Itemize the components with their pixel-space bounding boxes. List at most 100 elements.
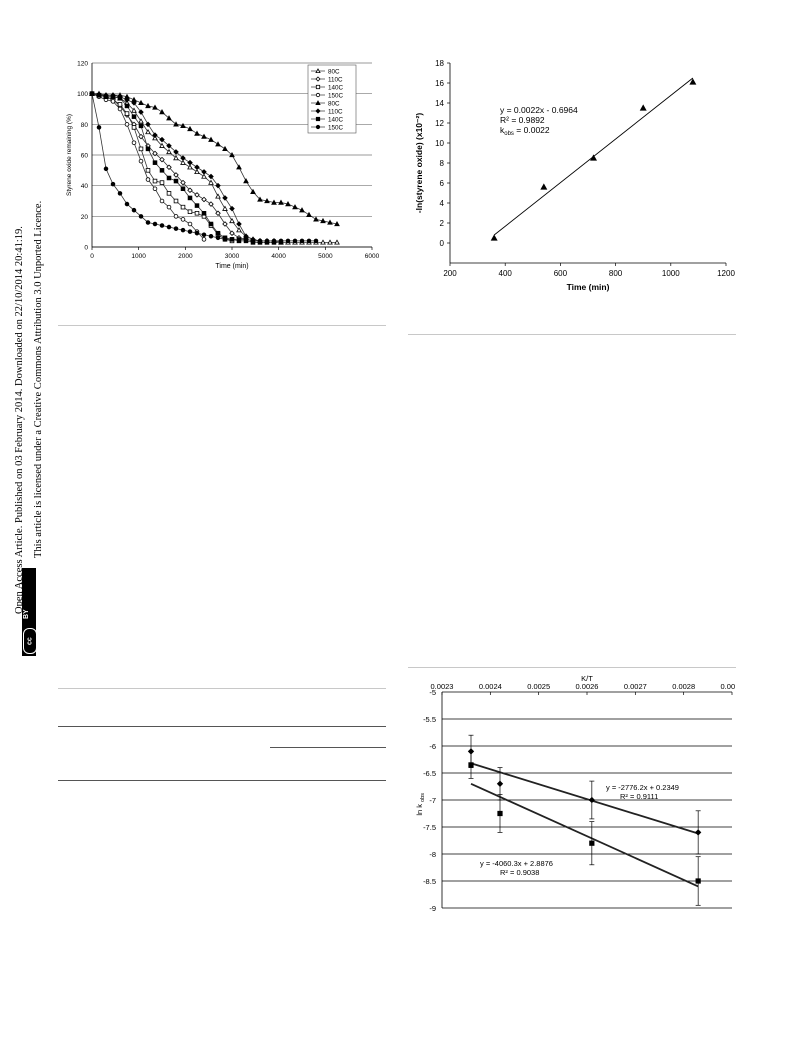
data-point xyxy=(187,195,193,201)
data-point xyxy=(110,181,116,187)
data-point xyxy=(131,100,137,106)
data-point xyxy=(695,878,701,884)
data-point xyxy=(145,146,151,152)
data-point xyxy=(138,123,144,129)
data-point xyxy=(187,159,193,166)
legend-box xyxy=(307,64,357,134)
data-point xyxy=(194,130,200,136)
data-point xyxy=(166,148,172,155)
y-tick-label: 2 xyxy=(440,219,445,228)
data-point xyxy=(131,125,137,130)
data-point xyxy=(639,104,647,111)
data-point xyxy=(215,235,221,241)
data-point xyxy=(138,118,144,124)
y-tick-label: 10 xyxy=(435,139,444,148)
y-tick-label: 100 xyxy=(77,91,88,98)
data-point xyxy=(334,239,340,245)
data-point xyxy=(292,238,298,244)
data-point xyxy=(173,178,179,184)
y-tick-label: -7 xyxy=(429,796,436,805)
data-point xyxy=(215,141,221,147)
data-point xyxy=(257,196,263,202)
data-point xyxy=(590,154,597,161)
data-point xyxy=(257,238,263,244)
table-top-rule xyxy=(58,726,386,727)
data-point xyxy=(159,156,165,163)
legend-swatch-marker xyxy=(315,124,321,130)
data-point xyxy=(208,136,214,142)
data-point xyxy=(201,173,207,179)
y-axis-label: ln k obs xyxy=(415,793,426,816)
data-point xyxy=(313,238,319,244)
data-point xyxy=(264,238,270,244)
data-point xyxy=(334,220,340,227)
data-point xyxy=(222,145,228,152)
data-point xyxy=(145,168,151,173)
data-point xyxy=(208,221,214,227)
data-point xyxy=(187,221,193,227)
data-point xyxy=(201,133,207,139)
data-point xyxy=(313,216,319,222)
legend-swatch-marker xyxy=(315,92,321,98)
trendline xyxy=(470,762,699,835)
data-point xyxy=(208,179,214,185)
data-point xyxy=(173,149,179,155)
data-point xyxy=(145,220,151,225)
data-point xyxy=(187,164,193,170)
data-point xyxy=(159,109,165,115)
data-point xyxy=(131,207,137,213)
legend-swatch-marker xyxy=(315,84,321,90)
fit-r2: R² = 0.9038 xyxy=(500,868,539,877)
data-point xyxy=(194,164,200,171)
x-axis-label: Time (min) xyxy=(215,263,248,270)
data-point xyxy=(89,91,95,96)
data-point xyxy=(152,178,158,184)
data-point xyxy=(117,106,123,112)
x-tick-label: 200 xyxy=(443,269,457,278)
fit-kobs: kobs = 0.0022 xyxy=(500,125,550,137)
y-tick-label: 8 xyxy=(440,159,445,168)
data-point xyxy=(588,796,595,804)
cc-licence-badge[interactable] xyxy=(22,568,36,656)
legend-swatch-marker xyxy=(315,68,321,74)
data-point xyxy=(124,122,130,127)
cc-by-label: BY xyxy=(23,609,30,619)
data-point xyxy=(152,132,158,138)
data-point xyxy=(229,205,235,212)
data-point xyxy=(124,201,130,207)
table-header-rule xyxy=(270,747,386,748)
legend-entry: 140C xyxy=(328,116,344,123)
chart-ln-styrene-oxide-vs-time: 0 2 4 6 8 10 12 14 16 18 200 400 600 800 1000 1200 Time … xyxy=(414,59,735,292)
data-point xyxy=(201,196,207,203)
data-point xyxy=(166,115,172,121)
y-tick-label: 40 xyxy=(81,183,89,190)
data-point xyxy=(117,95,123,101)
data-point xyxy=(496,780,504,787)
data-point xyxy=(166,204,172,210)
divider xyxy=(408,334,736,335)
legend-entry: 140C xyxy=(328,84,344,91)
data-point xyxy=(589,840,595,846)
data-point xyxy=(138,99,144,106)
legend-swatch-marker xyxy=(315,116,321,122)
divider xyxy=(58,688,386,689)
data-point xyxy=(215,193,221,199)
x-tick-label: 1000 xyxy=(662,269,680,278)
data-point xyxy=(194,203,200,208)
data-point xyxy=(187,229,193,234)
data-point xyxy=(138,146,144,152)
data-point xyxy=(497,810,503,817)
data-point xyxy=(201,232,207,238)
x-tick-label: 0.0025 xyxy=(527,682,550,691)
data-point xyxy=(166,164,172,171)
data-point xyxy=(689,78,697,85)
legend-swatch-marker xyxy=(315,100,321,105)
x-tick-label: 2000 xyxy=(178,253,193,260)
data-point xyxy=(145,128,151,135)
data-point xyxy=(173,172,179,178)
data-point xyxy=(194,168,200,175)
data-point xyxy=(229,237,235,242)
data-point xyxy=(159,142,165,148)
data-point xyxy=(215,182,221,189)
x-tick-label: 0.0024 xyxy=(479,682,502,691)
